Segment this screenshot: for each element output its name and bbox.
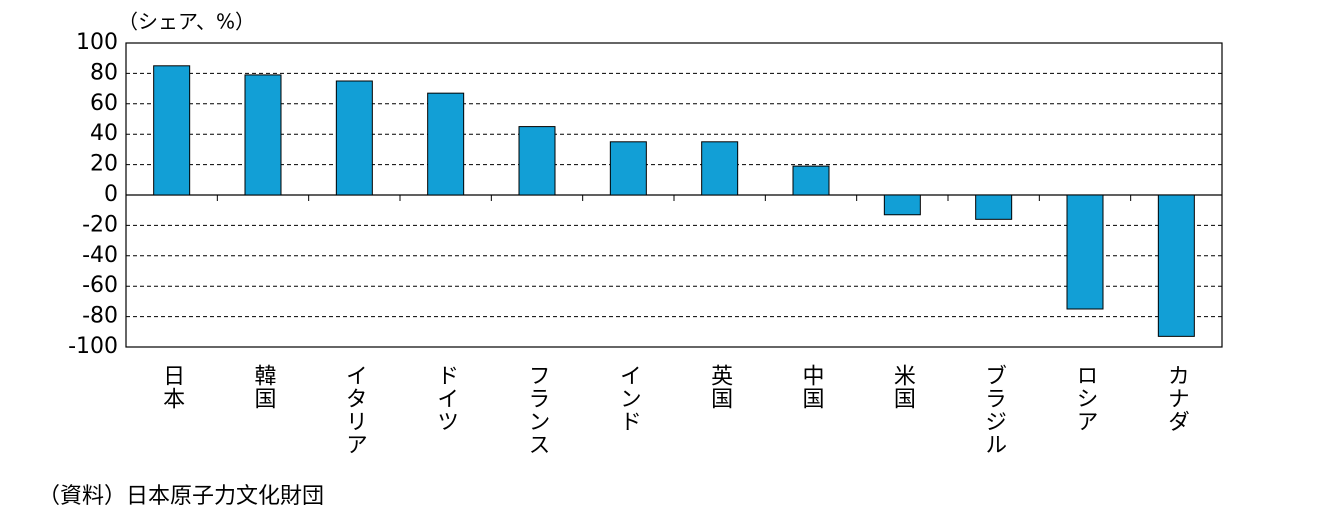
y-tick-label: 40	[90, 121, 118, 146]
bar	[883, 194, 921, 216]
x-tick-label: 英国	[707, 364, 733, 410]
x-tick-label: ドイツ	[433, 364, 458, 433]
bar	[518, 126, 556, 196]
bar	[427, 92, 465, 196]
bar	[609, 141, 647, 196]
bar	[335, 80, 373, 196]
x-tick-label: フランス	[525, 364, 550, 456]
x-tick-label: 中国	[799, 364, 824, 410]
y-tick-label: 20	[90, 152, 118, 177]
bar	[1157, 194, 1195, 337]
y-tick-label: 0	[104, 182, 118, 207]
y-tick-label: -40	[82, 243, 118, 268]
bar	[244, 74, 282, 196]
bar	[701, 141, 739, 196]
y-axis-label: （シェア、%）	[118, 10, 255, 34]
bar	[1066, 194, 1104, 310]
x-tick-label: ブラジル	[981, 364, 1006, 456]
y-tick-label: -100	[68, 334, 118, 359]
source-note: （資料）日本原子力文化財団	[38, 484, 324, 509]
x-tick-label: カナダ	[1164, 364, 1189, 433]
x-tick-label: ロシア	[1073, 364, 1098, 433]
x-tick-label: 日本	[159, 364, 185, 410]
x-tick-label: インド	[616, 364, 641, 433]
y-tick-label: -60	[82, 273, 118, 298]
y-tick-label: -20	[82, 212, 118, 237]
x-tick-label: 韓国	[251, 364, 277, 410]
bar	[792, 165, 830, 196]
bar	[153, 65, 191, 196]
y-tick-label: -80	[82, 304, 118, 329]
x-tick-label: 米国	[890, 364, 916, 410]
y-tick-label: 60	[90, 91, 118, 116]
bar	[975, 194, 1013, 220]
y-tick-label: 100	[76, 30, 118, 55]
y-tick-label: 80	[90, 60, 118, 85]
x-tick-label: イタリア	[342, 364, 367, 456]
